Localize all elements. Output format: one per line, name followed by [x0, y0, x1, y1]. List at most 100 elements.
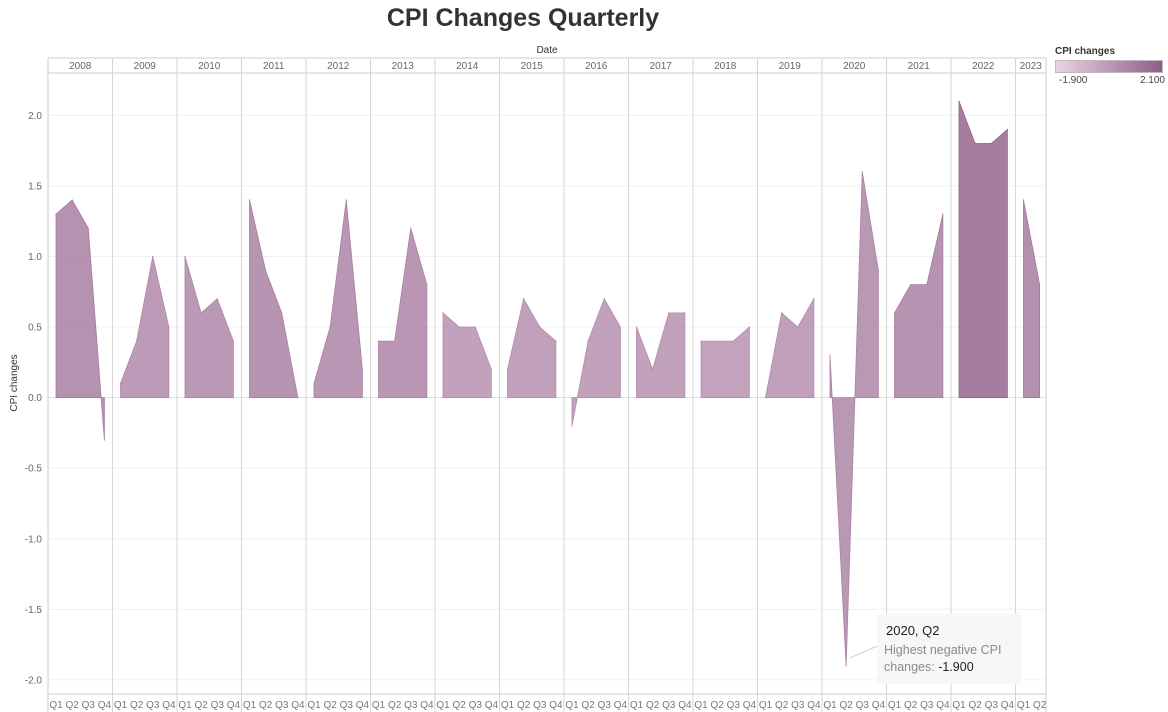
year-2016-q2-label: Q2 [582, 700, 596, 711]
year-2022-q1-label: Q1 [952, 700, 966, 711]
year-2022-area [958, 101, 1008, 399]
year-2016-q3-label: Q3 [598, 700, 612, 711]
y-tick-label: 1.0 [28, 252, 42, 263]
y-tick-label: -1.5 [25, 605, 43, 616]
year-2013-q4-label: Q4 [420, 700, 434, 711]
x-axis: Q1 Q2 Q3 Q4 Q1 Q2 Q3 Q4 Q1 Q2 Q3 Q4 Q1 Q2 Q3 Q4 Q1 Q2 Q3 Q4… [49, 700, 1046, 711]
year-2013-area [378, 228, 428, 399]
year-2008-area [55, 199, 105, 440]
annotation-line [849, 643, 883, 659]
year-2016-q2-point [587, 340, 589, 342]
year-2020-q1-label: Q1 [823, 700, 837, 711]
y-axis-title: CPI changes [9, 354, 20, 411]
year-2009-q1-point [119, 382, 122, 385]
year-2012-header: 2012 [327, 61, 350, 72]
legend-gradient-bar[interactable] [1055, 60, 1163, 73]
year-2017-area [636, 312, 686, 399]
year-2021-q1-point [893, 312, 896, 314]
annotation-prefix: changes: [884, 660, 939, 674]
x-axis-title: Date [536, 45, 558, 56]
year-2023-q1-point [1022, 199, 1025, 201]
year-2010-q3-point [216, 298, 218, 300]
year-2009-q4-label: Q4 [162, 700, 176, 711]
year-2016-q4-point [619, 326, 621, 328]
legend-labels: -1.900 2.100 [1055, 75, 1167, 89]
year-2011-q2-label: Q2 [259, 700, 273, 711]
area-series [55, 100, 1041, 667]
year-2014-area [442, 312, 492, 399]
year-2022-q2-label: Q2 [969, 700, 983, 711]
year-2010-q3-label: Q3 [211, 700, 225, 711]
year-2009-q1-label: Q1 [114, 700, 128, 711]
year-2012-q1-label: Q1 [307, 700, 321, 711]
year-2020-q1-point [829, 354, 831, 356]
year-2018-q2-point [716, 340, 718, 342]
year-2014-header: 2014 [456, 61, 479, 72]
year-2020-q4-point [877, 269, 879, 272]
year-2018-area [700, 326, 750, 399]
y-tick-label: -1.0 [25, 534, 43, 545]
year-2014-q3-point [474, 326, 476, 328]
year-2016-q1-point [571, 425, 573, 427]
year-2013-header: 2013 [392, 61, 415, 72]
year-2016-q4-label: Q4 [614, 700, 628, 711]
year-2012-q4-label: Q4 [356, 700, 370, 711]
year-2020-area [829, 171, 879, 666]
year-2009-q4-point [168, 326, 170, 328]
year-2023-header: 2023 [1020, 61, 1043, 72]
year-2018-header: 2018 [714, 61, 737, 72]
year-2021-q3-label: Q3 [920, 700, 934, 711]
area-chart: 2008 2009 2010 2011 2012 2013 2014 2015 2016 2017… [9, 45, 1047, 712]
year-2012-q4-point [361, 368, 363, 370]
year-2021-q3-point [926, 284, 928, 286]
year-2013-q1-point [377, 340, 380, 342]
year-2021-q4-label: Q4 [936, 700, 950, 711]
year-2017-q3-point [668, 312, 670, 314]
year-2012-area [313, 199, 363, 399]
year-2015-area [507, 297, 557, 399]
year-2010-q4-label: Q4 [227, 700, 241, 711]
year-2014-q2-label: Q2 [453, 700, 467, 711]
year-2015-q4-label: Q4 [549, 700, 563, 711]
year-2021-q1-label: Q1 [888, 700, 902, 711]
year-2011-q1-label: Q1 [243, 700, 257, 711]
year-2013-q2-point [394, 340, 396, 342]
year-2011-q4-label: Q4 [291, 700, 305, 711]
year-2012-q3-label: Q3 [340, 700, 354, 711]
legend-title: CPI changes [1055, 46, 1116, 57]
year-2017-q4-label: Q4 [678, 700, 692, 711]
year-2018-q1-point [700, 340, 702, 342]
year-2011-q3-label: Q3 [275, 700, 289, 711]
year-2014-q1-point [442, 312, 444, 314]
legend-min-label: -1.900 [1059, 75, 1088, 86]
year-2023-q2-label: Q2 [1033, 700, 1047, 711]
year-2015-q2-label: Q2 [517, 700, 531, 711]
year-2022-q2-point [974, 142, 976, 145]
year-2014-q2-point [458, 326, 460, 328]
year-2008-q1-point [55, 213, 57, 215]
y-tick-label: 2.0 [28, 111, 42, 122]
annotation-title: 2020, Q2 [886, 623, 940, 638]
year-2023-area [1023, 199, 1041, 399]
year-2020-header: 2020 [843, 61, 866, 72]
year-2020-q3-point [861, 171, 863, 173]
year-2008-q3-label: Q3 [82, 700, 96, 711]
year-2012-q2-label: Q2 [324, 700, 338, 711]
year-2019-q1-point [764, 397, 767, 399]
year-2016-q3-point [603, 298, 605, 300]
year-2015-q2-point [523, 298, 525, 300]
y-axis: 2.0 1.5 1.0 0.5 0.0 -0.5 -1.0 -1.5 -2.0 [25, 111, 43, 687]
year-2008-q3-point [87, 227, 89, 229]
year-2015-q3-label: Q3 [533, 700, 547, 711]
year-2021-q2-point [910, 284, 912, 286]
year-2009-q2-label: Q2 [130, 700, 144, 711]
year-2013-q2-label: Q2 [388, 700, 402, 711]
year-2011-q1-point [248, 199, 251, 201]
year-2016-area [571, 297, 621, 426]
year-2021-area [894, 214, 944, 399]
year-2018-q3-point [732, 340, 734, 342]
year-2018-q4-label: Q4 [743, 700, 757, 711]
year-2010-q1-point [184, 255, 186, 258]
year-2008-q1-label: Q1 [49, 700, 63, 711]
y-tick-label: 0.5 [28, 323, 42, 334]
